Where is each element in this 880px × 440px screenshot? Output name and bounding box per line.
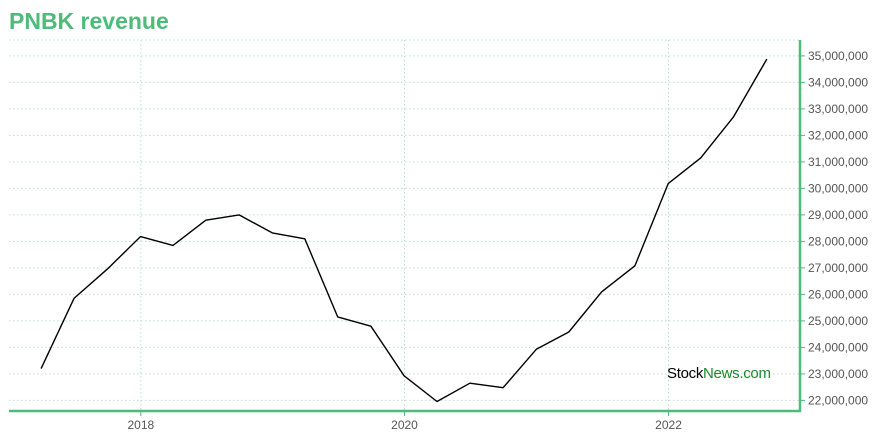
y-tick-label: 27,000,000: [808, 261, 868, 275]
x-tick-label: 2022: [655, 418, 682, 432]
y-tick-label: 32,000,000: [808, 128, 868, 142]
x-tick-label: 2018: [127, 418, 154, 432]
y-tick-label: 35,000,000: [808, 49, 868, 63]
x-tick-label: 2020: [391, 418, 418, 432]
series-layer: [40, 58, 768, 403]
chart-title: PNBK revenue: [9, 8, 169, 34]
chart-axes: [9, 40, 805, 416]
y-tick-label: 22,000,000: [808, 393, 868, 407]
y-tick-label: 33,000,000: [808, 102, 868, 116]
revenue-series-line: [40, 58, 768, 403]
y-tick-label: 29,000,000: [808, 208, 868, 222]
watermark-part-news: News: [703, 365, 740, 382]
y-tick-label: 34,000,000: [808, 75, 868, 89]
watermark-logo: StockNews.com: [667, 365, 771, 383]
grid-lines: [9, 39, 800, 411]
y-tick-label: 28,000,000: [808, 234, 868, 248]
watermark-part-com: .com: [739, 365, 771, 382]
y-tick-label: 24,000,000: [808, 340, 868, 354]
y-tick-label: 30,000,000: [808, 181, 868, 195]
y-tick-label: 26,000,000: [808, 287, 868, 301]
y-tick-labels: 22,000,000 23,000,000 24,000,000 25,000,000…: [808, 49, 868, 407]
watermark-part-stock: Stock: [667, 365, 704, 382]
y-tick-label: 23,000,000: [808, 367, 868, 381]
y-tick-label: 31,000,000: [808, 155, 868, 169]
y-tick-label: 25,000,000: [808, 314, 868, 328]
x-tick-labels: 2018 2020 2022: [127, 418, 682, 432]
